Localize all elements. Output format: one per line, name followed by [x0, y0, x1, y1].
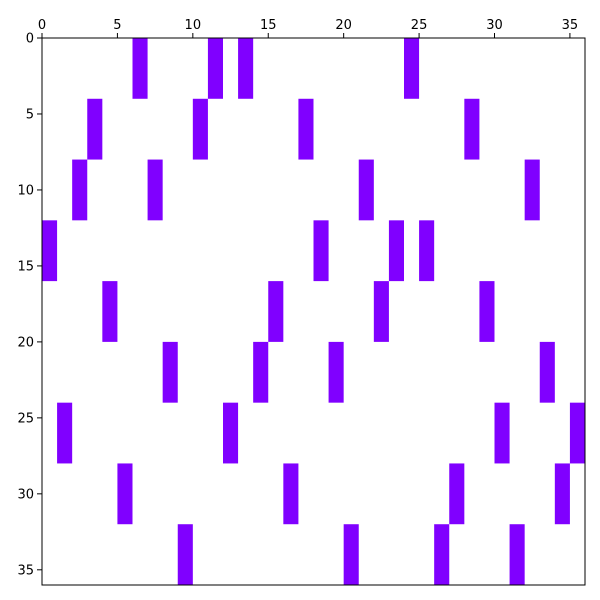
- heatmap-cell: [449, 463, 465, 525]
- x-tick-label: 15: [260, 18, 277, 33]
- heatmap-cell: [404, 38, 420, 99]
- heatmap-cell: [268, 281, 284, 342]
- plot-frame: [41, 37, 586, 586]
- heatmap-cell: [117, 463, 133, 525]
- x-tick-label: 20: [335, 18, 352, 33]
- heatmap-cell: [283, 463, 299, 525]
- heatmap-cell: [147, 159, 163, 221]
- y-axis-left: 0 5 10 15 20 25 30 35: [17, 32, 42, 578]
- heatmap-cell: [132, 38, 148, 99]
- y-tick-label: 5: [26, 107, 34, 122]
- heatmap-cell: [539, 341, 555, 403]
- y-tick-label: 15: [17, 259, 34, 274]
- y-tick-label: 0: [26, 32, 34, 47]
- heatmap-cell: [464, 98, 480, 160]
- heatmap-cell: [494, 402, 510, 464]
- heatmap-cell: [42, 220, 58, 282]
- x-tick-label: 5: [113, 18, 121, 33]
- heatmap-cell: [373, 281, 389, 342]
- x-tick-label: 30: [486, 18, 503, 33]
- heatmap-cell: [358, 159, 374, 221]
- heatmap-cell: [569, 402, 585, 464]
- x-tick-label: 10: [185, 18, 202, 33]
- y-tick-label: 10: [17, 183, 34, 198]
- heatmap-cell: [192, 98, 208, 160]
- heatmap-cell: [479, 281, 495, 342]
- heatmap-cell: [207, 38, 223, 99]
- heatmap-cell: [253, 341, 269, 403]
- heatmap-cell: [388, 220, 404, 282]
- heatmap-cell: [554, 463, 570, 525]
- heatmap-cell: [524, 159, 540, 221]
- heatmap-cell: [162, 341, 178, 403]
- heatmap-cell: [102, 281, 118, 342]
- y-tick-label: 35: [17, 563, 34, 578]
- y-tick-label: 20: [17, 335, 34, 350]
- heatmap-cell: [177, 524, 193, 585]
- x-axis-top: 0 5 10 15 20 25 30 35: [38, 18, 578, 38]
- heatmap-cell: [313, 220, 329, 282]
- heatmap-cell: [57, 402, 73, 464]
- x-tick-label: 25: [411, 18, 428, 33]
- heatmap-cell: [238, 38, 254, 99]
- heatmap-cell: [72, 159, 88, 221]
- heatmap-cell: [434, 524, 450, 585]
- heatmap-cell: [419, 220, 435, 282]
- heatmap-cell: [343, 524, 359, 585]
- cells-layer: [42, 38, 585, 585]
- heatmap-cell: [328, 341, 344, 403]
- x-tick-label: 35: [562, 18, 579, 33]
- x-tick-label: 0: [38, 18, 46, 33]
- heatmap-cell: [298, 98, 314, 160]
- heatmap-cell: [509, 524, 525, 585]
- heatmap-cell: [223, 402, 239, 464]
- heatmap-cell: [87, 98, 103, 160]
- y-tick-label: 25: [17, 411, 34, 426]
- y-tick-label: 30: [17, 487, 34, 502]
